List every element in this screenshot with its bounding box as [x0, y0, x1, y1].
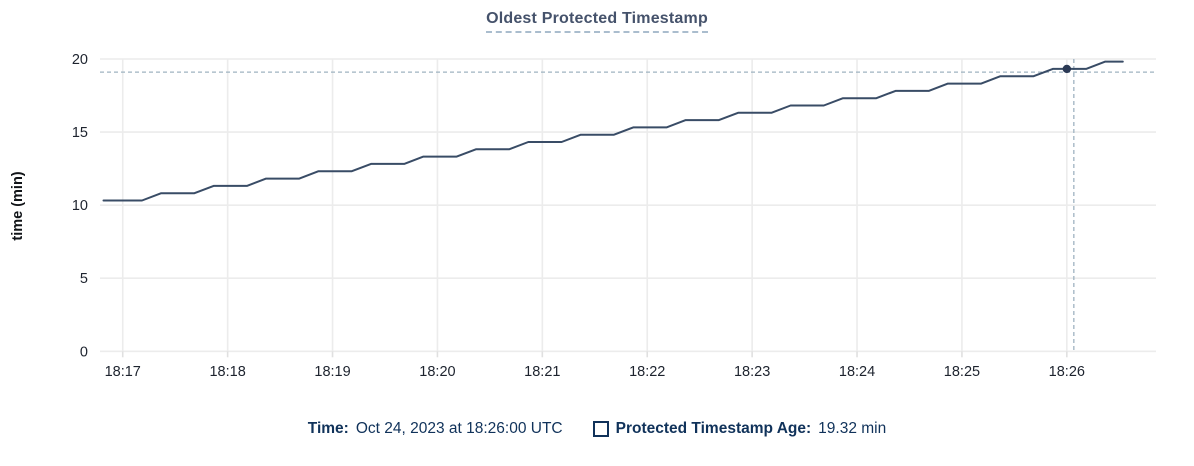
series-line	[102, 60, 1124, 202]
y-axis-title: time (min)	[10, 171, 26, 241]
x-tick-label: 18:24	[839, 364, 875, 380]
time-label: Time:	[307, 420, 349, 437]
chart-title-row: Oldest Protected Timestamp	[0, 10, 1194, 33]
y-tick-label: 0	[80, 344, 88, 360]
series-label: Protected Timestamp Age:	[615, 420, 812, 437]
y-tick-label: 15	[72, 125, 88, 141]
time-value: Oct 24, 2023 at 18:26:00 UTC	[355, 420, 563, 437]
y-tick-label: 10	[72, 198, 88, 214]
x-tick-label: 18:20	[419, 364, 455, 380]
x-tick-label: 18:17	[105, 364, 141, 380]
x-tick-label: 18:21	[524, 364, 560, 380]
y-tick-label: 5	[80, 271, 88, 287]
x-tick-label: 18:25	[944, 364, 980, 380]
hover-point-dot	[1062, 64, 1072, 74]
x-tick-label: 18:19	[314, 364, 350, 380]
chart-title[interactable]: Oldest Protected Timestamp	[486, 10, 708, 33]
hover-legend: Time: Oct 24, 2023 at 18:26:00 UTC Prote…	[0, 420, 1194, 438]
x-tick-label: 18:18	[209, 364, 245, 380]
x-tick-label: 18:23	[734, 364, 770, 380]
series-checkbox[interactable]	[592, 421, 609, 437]
x-tick-label: 18:26	[1049, 364, 1085, 380]
series-value: 19.32 min	[818, 420, 887, 437]
x-tick-label: 18:22	[629, 364, 665, 380]
y-tick-label: 20	[72, 52, 88, 68]
